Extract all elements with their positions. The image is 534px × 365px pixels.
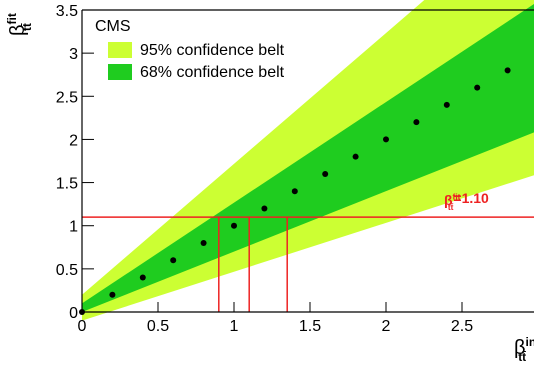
- legend-swatch: [108, 42, 132, 58]
- symbol: β: [7, 24, 29, 36]
- data-point: [109, 291, 116, 298]
- x-tick-label: 2.5: [451, 318, 473, 335]
- x-tick-label: 0: [78, 318, 87, 335]
- data-point: [504, 67, 511, 74]
- x-tick-label: 0.5: [147, 318, 169, 335]
- y-tick-label: 0: [69, 305, 78, 322]
- subscript: tt̄: [518, 350, 526, 364]
- data-point: [322, 170, 329, 177]
- data-point: [383, 136, 389, 143]
- x-tick-label: 1: [230, 318, 239, 335]
- y-tick-label: 2: [69, 132, 78, 149]
- y-tick-label: 2.5: [56, 89, 78, 106]
- data-point: [200, 239, 207, 246]
- y-tick-label: 3.5: [56, 3, 78, 20]
- subscript: tt̄: [20, 23, 34, 31]
- legend-swatch: [108, 64, 132, 80]
- data-point: [231, 222, 237, 229]
- data-point: [413, 119, 420, 126]
- y-tick-label: 1: [69, 219, 78, 236]
- data-point: [352, 153, 359, 160]
- x-axis-label: βin tt̄: [514, 335, 534, 364]
- superscript: fit: [453, 191, 461, 201]
- data-point: [443, 101, 450, 108]
- y-tick-label: 3: [69, 46, 78, 63]
- data-point: [474, 84, 481, 91]
- superscript: in: [526, 335, 534, 349]
- superscript: fit: [5, 13, 19, 24]
- annotation: βfit tt̄=1.10: [444, 190, 489, 212]
- legend-label: 68% confidence belt: [140, 64, 285, 81]
- legend-label: 95% confidence belt: [140, 42, 285, 59]
- y-tick-label: 0.5: [56, 262, 78, 279]
- y-axis-label: βfittt̄: [5, 13, 34, 36]
- symbol: β: [444, 192, 453, 208]
- x-tick-label: 2: [382, 318, 391, 335]
- symbol: β: [514, 337, 526, 359]
- legend-title: CMS: [95, 18, 131, 35]
- data-point: [139, 274, 146, 281]
- subscript: tt̄: [448, 202, 454, 212]
- data-point: [291, 188, 298, 195]
- data-point: [261, 205, 268, 212]
- confidence-belt: [82, 4, 534, 312]
- x-tick-label: 1.5: [299, 318, 321, 335]
- data-point: [170, 257, 177, 264]
- annotation-text: =1.10: [453, 190, 489, 206]
- y-tick-label: 1.5: [56, 176, 78, 193]
